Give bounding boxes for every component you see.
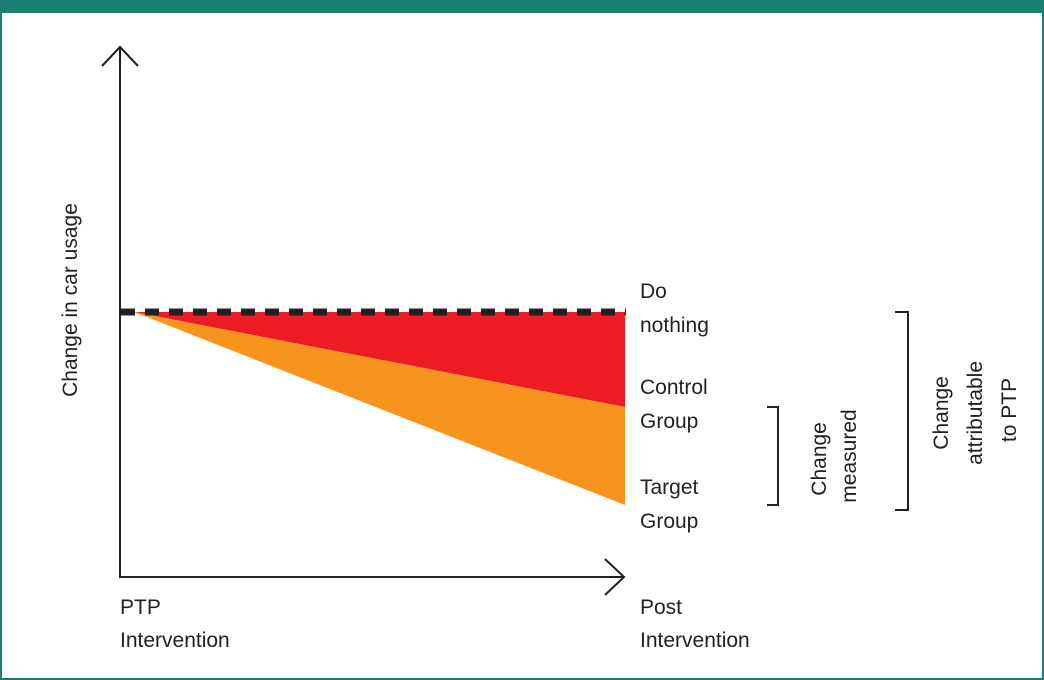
target-group-label: Target Group [640,476,704,533]
target-vs-control-area [134,312,625,505]
y-axis-arrowhead [101,45,139,67]
do-nothing-label: Do nothing [640,280,709,337]
x-axis-start-label: PTP Intervention [120,596,230,652]
change-attributable-label: Change attributable to PTP [930,355,1021,465]
control-group-label: Control Group [640,376,714,433]
x-axis-arrowhead [604,558,626,596]
y-axis-label: Change in car usage [59,203,82,397]
change-measured-label: Change measured [808,409,861,502]
top-bar [0,0,1044,13]
x-axis-end-label: Post Intervention [640,596,750,652]
change-measured-bracket [767,406,779,506]
change-attributable-bracket [895,311,909,511]
